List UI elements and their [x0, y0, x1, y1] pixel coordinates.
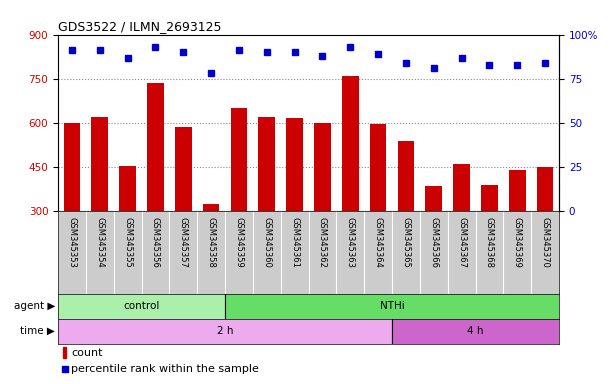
Bar: [119, 166, 136, 211]
Text: GSM345362: GSM345362: [318, 217, 327, 268]
Text: GSM345366: GSM345366: [430, 217, 438, 268]
Text: agent ▶: agent ▶: [13, 301, 55, 311]
Text: 4 h: 4 h: [467, 326, 484, 336]
Text: GSM345369: GSM345369: [513, 217, 522, 268]
Text: GSM345364: GSM345364: [374, 217, 382, 268]
Text: control: control: [123, 301, 159, 311]
Text: 2 h: 2 h: [217, 326, 233, 336]
Bar: [92, 117, 108, 211]
Text: GSM345365: GSM345365: [401, 217, 411, 268]
Text: GSM345370: GSM345370: [541, 217, 550, 268]
Text: GSM345356: GSM345356: [151, 217, 160, 268]
Text: GSM345353: GSM345353: [67, 217, 76, 268]
Bar: [58, 294, 225, 319]
Text: GSM345354: GSM345354: [95, 217, 104, 268]
Text: GSM345363: GSM345363: [346, 217, 355, 268]
Text: GSM345357: GSM345357: [179, 217, 188, 268]
Bar: [314, 123, 331, 211]
Bar: [425, 186, 442, 211]
Bar: [453, 164, 470, 211]
Bar: [537, 167, 554, 211]
Bar: [230, 108, 247, 211]
Bar: [398, 141, 414, 211]
Text: GSM345361: GSM345361: [290, 217, 299, 268]
Bar: [64, 123, 80, 211]
Bar: [258, 117, 275, 211]
Text: GSM345360: GSM345360: [262, 217, 271, 268]
Text: GSM345368: GSM345368: [485, 217, 494, 268]
Bar: [175, 127, 192, 211]
Bar: [481, 185, 498, 211]
Text: GSM345355: GSM345355: [123, 217, 132, 268]
Bar: [392, 319, 559, 344]
Text: GSM345367: GSM345367: [457, 217, 466, 268]
Bar: [63, 347, 67, 358]
Bar: [147, 83, 164, 211]
Bar: [370, 124, 387, 211]
Text: GDS3522 / ILMN_2693125: GDS3522 / ILMN_2693125: [58, 20, 222, 33]
Bar: [287, 118, 303, 211]
Text: GSM345359: GSM345359: [235, 217, 243, 268]
Bar: [342, 76, 359, 211]
Text: time ▶: time ▶: [20, 326, 55, 336]
Bar: [509, 170, 525, 211]
Bar: [203, 204, 219, 211]
Text: NTHi: NTHi: [379, 301, 404, 311]
Text: count: count: [71, 348, 103, 358]
Bar: [225, 294, 559, 319]
Bar: [58, 319, 392, 344]
Text: GSM345358: GSM345358: [207, 217, 216, 268]
Text: percentile rank within the sample: percentile rank within the sample: [71, 364, 259, 374]
